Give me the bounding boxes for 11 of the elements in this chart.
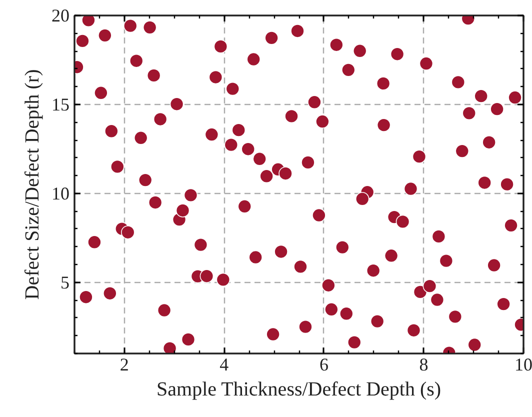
y-tick-label: 20 <box>52 6 70 26</box>
y-tick-label: 10 <box>52 183 70 204</box>
y-tick-label: 5 <box>60 272 70 292</box>
y-axis-title: Defect Size/Defect Depth (r) <box>22 69 44 300</box>
x-tick-label: 8 <box>419 354 428 374</box>
y-tick-label: 15 <box>52 94 70 114</box>
x-tick-label: 4 <box>220 354 229 374</box>
x-tick-label: 6 <box>319 354 328 374</box>
x-tick-label: 2 <box>120 354 129 374</box>
x-axis-title: Sample Thickness/Defect Depth (s) <box>156 378 442 400</box>
x-tick-label: 10 <box>514 354 532 374</box>
